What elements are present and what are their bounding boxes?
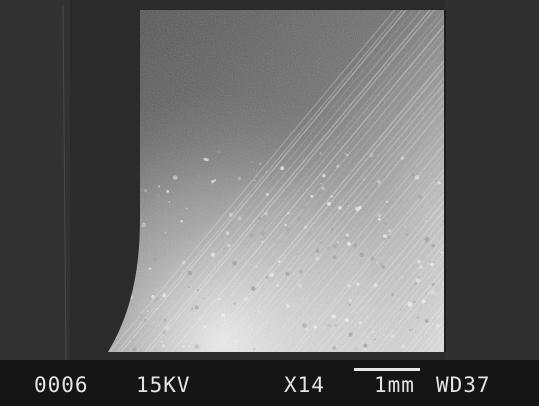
magnification-label: X14	[284, 373, 325, 397]
working-distance-label: WD37	[436, 373, 491, 397]
caption-bar	[0, 360, 539, 406]
scale-bar	[354, 368, 420, 371]
scale-bar-label: 1mm	[374, 373, 415, 397]
left-background-band	[0, 0, 70, 406]
image-number-label: 0006	[34, 373, 89, 397]
right-background-band	[445, 0, 539, 406]
scan-line-artifact	[62, 4, 67, 361]
accelerating-voltage-label: 15KV	[136, 373, 191, 397]
